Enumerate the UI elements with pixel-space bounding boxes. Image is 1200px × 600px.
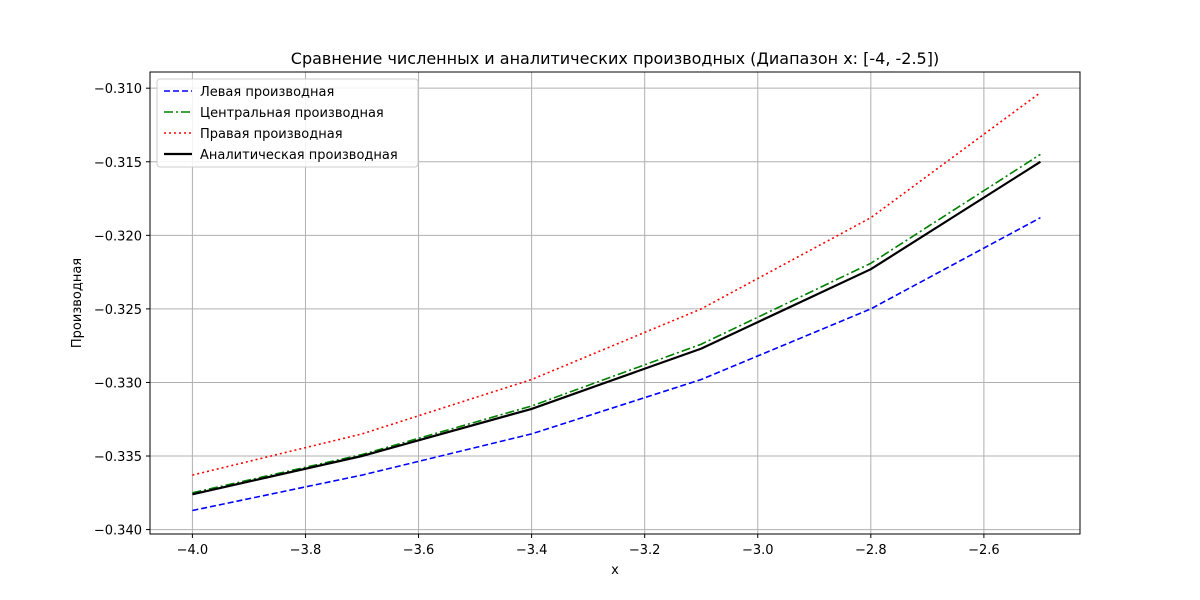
y-axis-label: Производная — [70, 258, 85, 348]
series-line-0 — [192, 216, 1041, 512]
legend-label-1: Центральная производная — [200, 106, 384, 121]
legend-box — [156, 78, 419, 168]
x-tick-label: −3.8 — [290, 543, 322, 558]
y-tick-label: −0.335 — [94, 450, 142, 465]
legend-label-0: Левая производная — [200, 85, 334, 100]
x-axis-label: x — [611, 563, 619, 578]
x-tick-label: −3.6 — [403, 543, 435, 558]
y-tick-label: −0.325 — [94, 303, 142, 318]
tick-layer: −4.0 −3.8 −3.6 −3.4 −3.2 −3.0 −2.8 −2.6 −0.340 −0… — [94, 82, 1000, 558]
x-tick-label: −2.6 — [968, 543, 1000, 558]
series-layer — [192, 91, 1041, 512]
x-tick-label: −2.8 — [855, 543, 887, 558]
x-tick-label: −3.0 — [742, 543, 774, 558]
series-line-1 — [192, 153, 1041, 494]
grid-layer — [150, 72, 1080, 534]
y-tick-label: −0.340 — [94, 524, 142, 539]
plot-frame — [149, 71, 1081, 535]
legend: Левая производная Центральная производная… — [156, 78, 419, 168]
series-line-2 — [192, 91, 1041, 476]
y-tick-label: −0.330 — [94, 376, 142, 391]
series-line-3 — [192, 160, 1041, 496]
chart-title: Сравнение численных и аналитических прои… — [291, 49, 939, 68]
y-tick-label: −0.320 — [94, 229, 142, 244]
y-tick-label: −0.310 — [94, 82, 142, 97]
x-tick-label: −3.2 — [629, 543, 661, 558]
x-tick-label: −4.0 — [177, 543, 209, 558]
x-tick-label: −3.4 — [516, 543, 548, 558]
legend-label-3: Аналитическая производная — [200, 148, 398, 163]
y-tick-label: −0.315 — [94, 156, 142, 171]
legend-label-2: Правая производная — [200, 127, 343, 142]
